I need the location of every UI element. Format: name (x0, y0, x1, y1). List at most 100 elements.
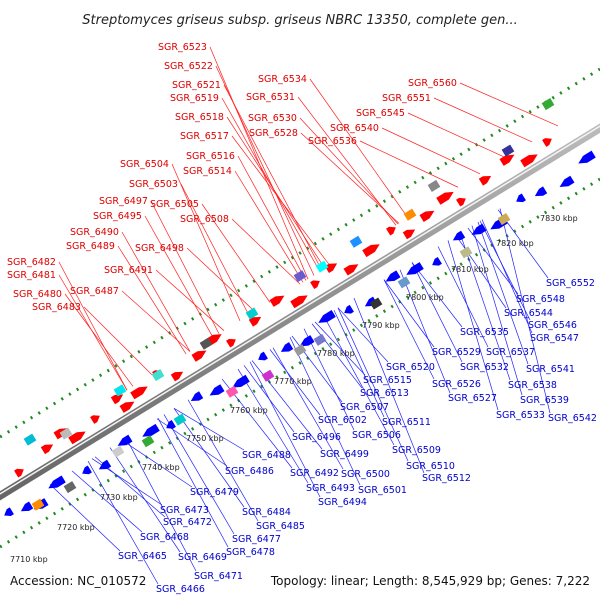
gene-label-forward[interactable]: SGR_6530 (248, 113, 297, 124)
gene-label-forward[interactable]: SGR_6487 (70, 286, 119, 297)
gene-label-reverse[interactable]: SGR_6501 (358, 485, 407, 496)
gene-arrow-forward[interactable] (68, 428, 88, 445)
gene-arrow-reverse[interactable] (470, 223, 487, 239)
gene-block[interactable] (427, 179, 441, 192)
gene-block[interactable] (501, 144, 515, 157)
gene-arrow-forward[interactable] (310, 278, 322, 290)
gene-block[interactable] (111, 445, 125, 458)
gene-label-forward[interactable]: SGR_6497 (99, 196, 148, 207)
gene-block[interactable] (313, 333, 327, 346)
gene-label-reverse[interactable]: SGR_6527 (448, 393, 497, 404)
gene-arrow-reverse[interactable] (558, 175, 575, 191)
gene-label-forward[interactable]: SGR_6481 (7, 270, 56, 281)
gene-arrow-forward[interactable] (90, 412, 102, 424)
gene-arrow-forward[interactable] (402, 226, 417, 240)
gene-label-reverse[interactable]: SGR_6541 (526, 364, 575, 375)
gene-label-reverse[interactable]: SGR_6507 (340, 402, 389, 413)
gene-label-forward[interactable]: SGR_6480 (13, 289, 62, 300)
gene-arrow-reverse[interactable] (430, 256, 442, 269)
gene-label-forward[interactable]: SGR_6516 (186, 151, 235, 162)
gene-arrow-reverse[interactable] (140, 423, 160, 440)
gene-label-forward[interactable]: SGR_6519 (170, 93, 219, 104)
gene-arrow-forward[interactable] (499, 151, 517, 166)
gene-label-reverse[interactable]: SGR_6469 (178, 552, 227, 563)
gene-label-reverse[interactable]: SGR_6526 (432, 379, 481, 390)
gene-block[interactable] (63, 481, 77, 494)
gene-arrow-forward[interactable] (40, 441, 55, 455)
gene-arrow-forward[interactable] (478, 173, 493, 186)
gene-label-reverse[interactable]: SGR_6492 (290, 468, 339, 479)
gene-arrow-reverse[interactable] (451, 230, 466, 244)
gene-block[interactable] (225, 385, 239, 398)
gene-label-reverse[interactable]: SGR_6512 (422, 473, 471, 484)
gene-arrow-reverse[interactable] (80, 465, 92, 478)
gene-arrow-reverse[interactable] (189, 391, 204, 404)
gene-arrow-forward[interactable] (436, 188, 456, 205)
gene-block[interactable] (293, 344, 307, 357)
gene-arrow-reverse[interactable] (342, 304, 354, 317)
gene-label-forward[interactable]: SGR_6518 (175, 112, 224, 123)
gene-arrow-forward[interactable] (362, 241, 382, 258)
gene-block[interactable] (349, 235, 363, 248)
gene-block[interactable] (403, 208, 417, 221)
gene-label-forward[interactable]: SGR_6517 (180, 131, 229, 142)
gene-arrow-reverse[interactable] (256, 351, 268, 364)
gene-block[interactable] (459, 246, 473, 259)
gene-label-reverse[interactable]: SGR_6520 (386, 362, 435, 373)
gene-arrow-forward[interactable] (290, 292, 310, 309)
gene-block[interactable] (369, 297, 383, 310)
gene-arrow-reverse[interactable] (2, 507, 14, 519)
gene-arrow-reverse[interactable] (279, 342, 294, 355)
gene-label-forward[interactable]: SGR_6483 (32, 302, 81, 313)
gene-arrow-forward[interactable] (520, 151, 540, 168)
gene-block[interactable] (397, 276, 411, 289)
gene-arrow-forward[interactable] (248, 314, 263, 327)
gene-label-reverse[interactable]: SGR_6539 (520, 395, 569, 406)
gene-label-reverse[interactable]: SGR_6484 (242, 507, 291, 518)
gene-label-reverse[interactable]: SGR_6473 (160, 505, 209, 516)
gene-arrow-forward[interactable] (456, 195, 468, 207)
gene-label-forward[interactable]: SGR_6531 (246, 92, 295, 103)
gene-label-forward[interactable]: SGR_6522 (164, 61, 213, 72)
gene-arrow-reverse[interactable] (19, 501, 34, 515)
gene-label-reverse[interactable]: SGR_6466 (156, 584, 205, 595)
gene-label-reverse[interactable]: SGR_6468 (140, 532, 189, 543)
gene-label-reverse[interactable]: SGR_6479 (190, 487, 239, 498)
gene-label-reverse[interactable]: SGR_6538 (508, 380, 557, 391)
gene-arrow-forward[interactable] (269, 292, 287, 307)
gene-arrow-forward[interactable] (119, 398, 137, 413)
gene-label-reverse[interactable]: SGR_6513 (360, 388, 409, 399)
gene-block[interactable] (151, 369, 165, 382)
gene-label-forward[interactable]: SGR_6523 (158, 42, 207, 53)
gene-label-forward[interactable]: SGR_6540 (330, 123, 379, 134)
gene-label-reverse[interactable]: SGR_6510 (406, 461, 455, 472)
gene-block[interactable] (59, 427, 73, 440)
gene-arrow-reverse[interactable] (298, 335, 315, 350)
gene-block[interactable] (113, 384, 127, 397)
gene-label-reverse[interactable]: SGR_6465 (118, 551, 167, 562)
gene-label-reverse[interactable]: SGR_6532 (460, 362, 509, 373)
gene-label-forward[interactable]: SGR_6545 (356, 108, 405, 119)
gene-label-forward[interactable]: SGR_6514 (183, 166, 232, 177)
gene-label-reverse[interactable]: SGR_6511 (382, 417, 431, 428)
gene-block[interactable] (173, 413, 187, 426)
gene-label-reverse[interactable]: SGR_6533 (496, 410, 545, 421)
gene-label-reverse[interactable]: SGR_6494 (318, 497, 367, 508)
gene-label-reverse[interactable]: SGR_6478 (226, 547, 275, 558)
gene-arrow-forward[interactable] (343, 261, 361, 276)
gene-label-reverse[interactable]: SGR_6477 (232, 534, 281, 545)
gene-arrow-reverse[interactable] (514, 193, 526, 205)
gene-label-reverse[interactable]: SGR_6529 (432, 347, 481, 358)
gene-label-reverse[interactable]: SGR_6471 (194, 571, 243, 582)
gene-label-reverse[interactable]: SGR_6542 (548, 413, 597, 424)
gene-label-reverse[interactable]: SGR_6496 (292, 432, 341, 443)
gene-block[interactable] (245, 307, 259, 320)
gene-label-forward[interactable]: SGR_6536 (308, 136, 357, 147)
gene-arrow-forward[interactable] (324, 260, 339, 274)
gene-label-forward[interactable]: SGR_6505 (150, 199, 199, 210)
gene-arrow-reverse[interactable] (208, 384, 225, 399)
gene-label-forward[interactable]: SGR_6521 (172, 80, 221, 91)
gene-label-reverse[interactable]: SGR_6488 (242, 450, 291, 461)
gene-arrow-forward[interactable] (226, 336, 238, 348)
gene-block[interactable] (293, 270, 307, 283)
